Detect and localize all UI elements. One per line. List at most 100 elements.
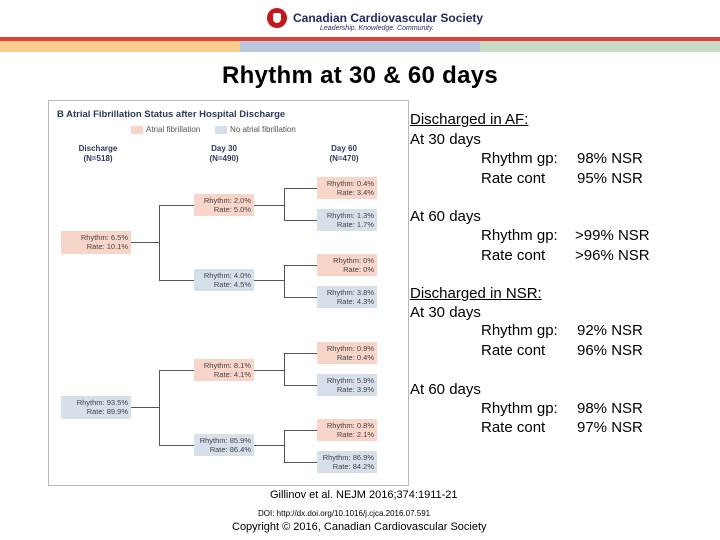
heart-icon: [273, 13, 281, 23]
connector-line: [284, 220, 317, 221]
column-n: (N=518): [83, 154, 113, 163]
af-30-days-label: At 30 days: [410, 131, 481, 148]
af-60-rhythm-label: Rhythm gp:: [481, 227, 558, 244]
connector-line: [284, 385, 317, 386]
box-line: Rhythm: 2.0%: [203, 196, 251, 205]
copyright: Copyright © 2016, Canadian Cardiovascula…: [232, 521, 487, 533]
box-line: Rate: 4.1%: [213, 370, 251, 379]
box-line: Rhythm: 93.5%: [76, 398, 128, 407]
nsr-30-rhythm-label: Rhythm gp:: [481, 322, 558, 339]
connector-line: [159, 370, 194, 371]
legend-swatch-no-af: [215, 126, 227, 134]
connector-line: [159, 280, 194, 281]
af-status-figure: B Atrial Fibrillation Status after Hospi…: [48, 100, 409, 486]
box-line: Rhythm: 85.9%: [199, 436, 251, 445]
nsr-60-rhythm-value: 98% NSR: [577, 400, 643, 417]
nsr-60-rate-label: Rate cont: [481, 419, 546, 436]
header-stripe-green: [480, 41, 720, 52]
box-line: Rhythm: 0%: [333, 256, 374, 265]
legend-label-no-af: No atrial fibrillation: [230, 125, 296, 134]
connector-line: [284, 353, 317, 354]
box-line: Rate: 1.7%: [336, 220, 374, 229]
box-line: Rate: 4.3%: [336, 297, 374, 306]
box-line: Rhythm: 8.1%: [203, 361, 251, 370]
nsr-30-days-label: At 30 days: [410, 304, 481, 321]
day60-box: Rhythm: 0.4% Rate: 3.4%: [317, 177, 377, 199]
af-heading: Discharged in AF:: [410, 111, 529, 128]
day30-box: Rhythm: 2.0% Rate: 5.0%: [194, 194, 254, 216]
connector-line: [284, 462, 317, 463]
connector-line: [284, 188, 285, 220]
connector-line: [284, 265, 285, 297]
connector-line: [284, 265, 317, 266]
connector-line: [159, 205, 160, 280]
column-label: Day 60: [331, 144, 357, 153]
header-red-bar: [0, 37, 720, 41]
connector-line: [159, 445, 194, 446]
box-line: Rate: 5.0%: [213, 205, 251, 214]
day30-box: Rhythm: 85.9% Rate: 86.4%: [194, 434, 254, 456]
org-name: Canadian Cardiovascular Society: [293, 11, 484, 25]
box-line: Rate: 2.1%: [336, 430, 374, 439]
box-line: Rate: 0%: [343, 265, 374, 274]
box-line: Rhythm: 1.3%: [326, 211, 374, 220]
day60-box: Rhythm: 0.8% Rate: 2.1%: [317, 419, 377, 441]
discharge-no-af-box: Rhythm: 93.5% Rate: 89.9%: [61, 396, 131, 419]
discharge-af-box: Rhythm: 6.5% Rate: 10.1%: [61, 231, 131, 254]
day60-box: Rhythm: 0.9% Rate: 0.4%: [317, 342, 377, 364]
af-60-days-label: At 60 days: [410, 208, 481, 225]
box-line: Rhythm: 86.9%: [322, 453, 374, 462]
connector-line: [284, 353, 285, 385]
box-line: Rhythm: 0.8%: [326, 421, 374, 430]
day60-box: Rhythm: 3.8% Rate: 4.3%: [317, 286, 377, 308]
nsr-60-rhythm-label: Rhythm gp:: [481, 400, 558, 417]
legend-label-af: Atrial fibrillation: [146, 125, 201, 134]
af-30-rate-label: Rate cont: [481, 170, 546, 187]
nsr-60-rate-value: 97% NSR: [577, 419, 643, 436]
connector-line: [254, 205, 284, 206]
box-line: Rhythm: 5.9%: [326, 376, 374, 385]
nsr-30-rate-value: 96% NSR: [577, 342, 643, 359]
day30-box: Rhythm: 4.0% Rate: 4.5%: [194, 269, 254, 291]
column-header-day60: Day 60 (N=470): [309, 144, 379, 164]
box-line: Rate: 4.5%: [213, 280, 251, 289]
box-line: Rate: 10.1%: [86, 242, 128, 251]
header-stripe-blue: [240, 41, 480, 52]
connector-line: [284, 297, 317, 298]
box-line: Rhythm: 6.5%: [80, 233, 128, 242]
connector-line: [159, 370, 160, 445]
org-tagline: Leadership. Knowledge. Community.: [320, 25, 434, 32]
box-line: Rate: 0.4%: [336, 353, 374, 362]
af-30-rhythm-value: 98% NSR: [577, 150, 643, 167]
connector-line: [254, 280, 284, 281]
column-n: (N=490): [209, 154, 239, 163]
citation: Gillinov et al. NEJM 2016;374:1911-21: [270, 489, 458, 501]
connector-line: [284, 430, 285, 462]
box-line: Rate: 3.4%: [336, 188, 374, 197]
connector-line: [131, 407, 159, 408]
connector-line: [159, 205, 194, 206]
nsr-30-rate-label: Rate cont: [481, 342, 546, 359]
af-30-rate-value: 95% NSR: [577, 170, 643, 187]
af-60-rate-value: >96% NSR: [575, 247, 650, 264]
column-header-day30: Day 30 (N=490): [189, 144, 259, 164]
connector-line: [254, 445, 284, 446]
connector-line: [254, 370, 284, 371]
day60-box: Rhythm: 1.3% Rate: 1.7%: [317, 209, 377, 231]
box-line: Rate: 84.2%: [332, 462, 374, 471]
box-line: Rate: 89.9%: [86, 407, 128, 416]
box-line: Rhythm: 0.9%: [326, 344, 374, 353]
box-line: Rhythm: 4.0%: [203, 271, 251, 280]
doi-link[interactable]: DOI: http://dx.doi.org/10.1016/j.cjca.20…: [258, 509, 431, 518]
day30-box: Rhythm: 8.1% Rate: 4.1%: [194, 359, 254, 381]
box-line: Rate: 3.9%: [336, 385, 374, 394]
af-60-rhythm-value: >99% NSR: [575, 227, 650, 244]
box-line: Rhythm: 0.4%: [326, 179, 374, 188]
box-line: Rhythm: 3.8%: [326, 288, 374, 297]
column-label: Day 30: [211, 144, 237, 153]
day60-box: Rhythm: 5.9% Rate: 3.9%: [317, 374, 377, 396]
nsr-heading: Discharged in NSR:: [410, 285, 542, 302]
day60-box: Rhythm: 86.9% Rate: 84.2%: [317, 451, 377, 473]
nsr-60-days-label: At 60 days: [410, 381, 481, 398]
day60-box: Rhythm: 0% Rate: 0%: [317, 254, 377, 276]
